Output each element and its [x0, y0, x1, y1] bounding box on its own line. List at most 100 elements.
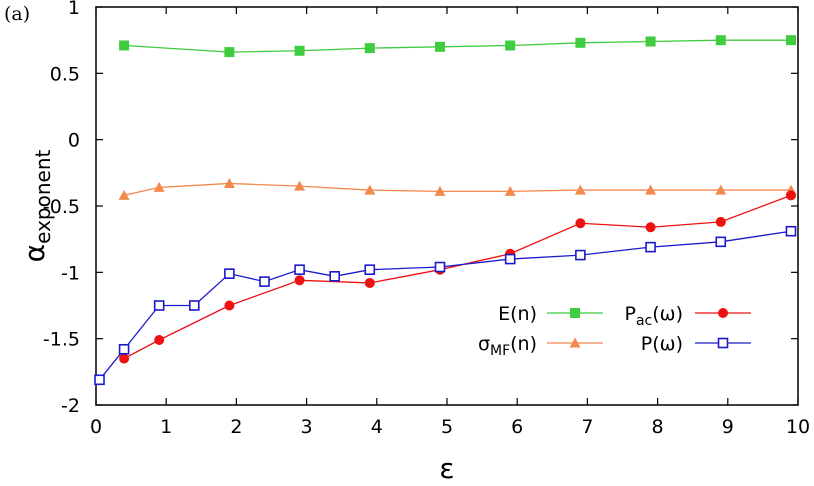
legend-label: P(ω)	[641, 333, 683, 355]
y-tick-label: 0.5	[50, 63, 80, 85]
legend-label-base: P(ω)	[641, 333, 683, 355]
data-point	[785, 190, 796, 201]
data-point	[574, 184, 586, 195]
data-point	[715, 216, 726, 227]
data-point	[434, 261, 446, 273]
x-tick-label: 2	[230, 416, 242, 438]
x-tick-label: 0	[90, 416, 102, 438]
data-point	[645, 222, 656, 233]
data-point	[504, 253, 516, 265]
data-point	[785, 35, 796, 46]
data-point	[94, 374, 105, 386]
y-axis: -2 -1.5 -1 -0.5 0 0.5 1	[43, 0, 798, 417]
data-point	[224, 300, 235, 311]
legend-entry: E(n)	[498, 303, 603, 325]
series-2	[119, 190, 796, 364]
y-axis-label-subscript: exponent	[31, 149, 55, 243]
data-point	[575, 249, 586, 261]
data-point	[504, 185, 516, 196]
x-tick-label: 5	[441, 416, 453, 438]
series-line	[124, 39, 791, 53]
legend-marker	[569, 337, 581, 348]
x-tick-label: 4	[371, 416, 383, 438]
legend: E(n) Pac(ω)σMF(n) P(ω)	[478, 303, 751, 359]
x-tick-label: 1	[160, 416, 172, 438]
legend-label-base: P	[625, 303, 636, 325]
data-point	[645, 36, 656, 47]
data-point	[329, 271, 340, 282]
data-point	[223, 177, 235, 188]
legend-label-subscript: MF	[490, 343, 510, 359]
data-point	[294, 275, 305, 286]
x-tick-label: 3	[301, 416, 313, 438]
x-tick-label: 8	[652, 416, 664, 438]
legend-label-tail: (n)	[510, 333, 537, 355]
data-point	[118, 343, 130, 355]
data-point	[188, 300, 200, 311]
data-point	[645, 241, 656, 253]
data-point	[224, 47, 235, 58]
legend-label: σMF(n)	[478, 333, 537, 359]
data-point	[505, 40, 516, 51]
legend-label-subscript: ac	[636, 313, 652, 329]
y-tick-label: 0	[68, 130, 80, 152]
legend-label: E(n)	[498, 303, 537, 325]
data-point	[785, 225, 797, 237]
series-1	[118, 177, 797, 200]
legend-label-base: E(n)	[498, 303, 537, 325]
y-axis-label-base: α	[18, 244, 51, 262]
data-point	[364, 43, 375, 54]
y-tick-label: -0.5	[43, 196, 80, 218]
series-line	[99, 230, 792, 381]
data-point	[294, 180, 306, 191]
legend-entry: Pac(ω)	[625, 303, 751, 329]
y-tick-label: -1	[61, 262, 80, 284]
legend-label: Pac(ω)	[625, 303, 684, 329]
data-point	[645, 184, 657, 195]
panel-label: (a)	[4, 3, 30, 25]
data-point	[118, 189, 130, 200]
x-axis-label: ε	[439, 452, 454, 485]
data-point	[224, 268, 235, 279]
series-3	[94, 225, 797, 386]
data-point	[259, 276, 270, 287]
data-point	[364, 264, 376, 275]
data-point	[364, 184, 376, 195]
x-tick-label: 9	[722, 416, 734, 438]
x-tick-label: 10	[786, 416, 810, 438]
data-point	[153, 300, 165, 311]
y-tick-label: -2	[61, 395, 80, 417]
y-tick-label: 1	[68, 0, 80, 19]
data-point	[119, 353, 130, 364]
legend-marker	[718, 308, 728, 318]
data-point	[715, 236, 727, 248]
legend-marker	[570, 308, 580, 318]
data-point	[119, 40, 130, 51]
data-point	[715, 35, 726, 46]
legend-label-tail: (ω)	[652, 303, 683, 325]
data-point	[294, 45, 305, 56]
x-tick-label: 7	[581, 416, 593, 438]
legend-entry: σMF(n)	[478, 333, 603, 359]
data-point	[715, 184, 727, 195]
data-point	[294, 264, 305, 275]
data-point	[575, 37, 586, 48]
data-point	[153, 181, 165, 192]
data-point	[364, 277, 375, 288]
y-axis-label: αexponent	[18, 149, 55, 262]
plot-frame	[95, 6, 799, 406]
series-layer	[94, 35, 797, 386]
legend-marker	[717, 337, 729, 349]
data-point	[575, 218, 586, 229]
legend-entry: P(ω)	[641, 333, 751, 355]
legend-label-base: σ	[478, 333, 490, 355]
data-point	[434, 41, 445, 52]
x-axis: 0 1 2 3 4 5 6 7 8 9 10	[90, 7, 810, 438]
y-tick-label: -1.5	[43, 329, 80, 351]
x-tick-label: 6	[511, 416, 523, 438]
series-0	[119, 35, 796, 58]
series-line	[123, 182, 791, 197]
data-point	[434, 185, 446, 196]
data-point	[154, 334, 165, 345]
